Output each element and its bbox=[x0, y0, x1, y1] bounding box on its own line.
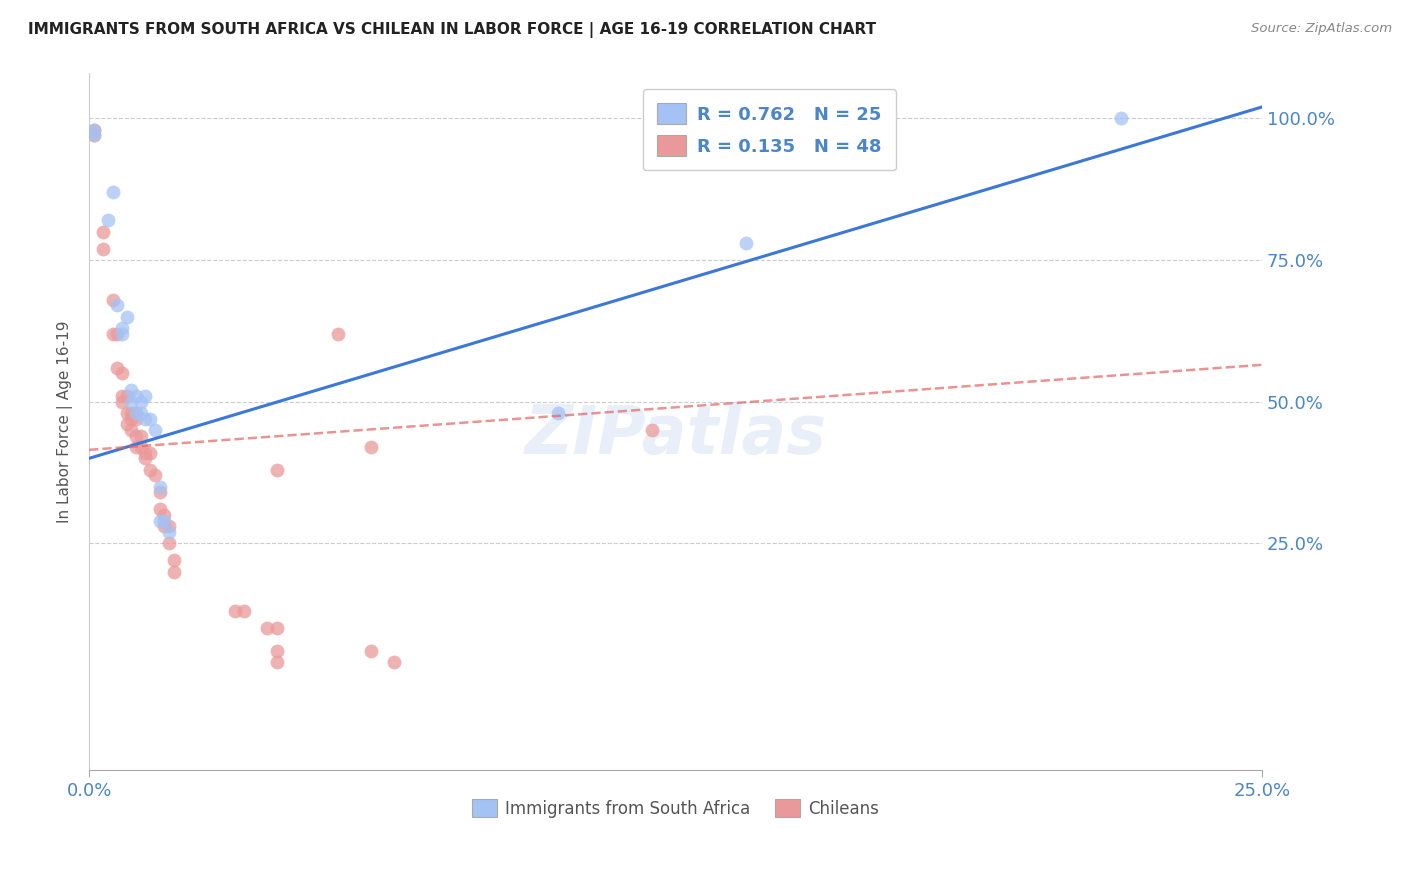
Point bbox=[266, 621, 288, 635]
Point bbox=[91, 225, 114, 239]
Point bbox=[101, 326, 124, 341]
Point bbox=[101, 293, 124, 307]
Point bbox=[83, 128, 105, 143]
Point bbox=[125, 440, 148, 454]
Point bbox=[120, 384, 142, 398]
Point bbox=[157, 519, 180, 533]
Point bbox=[120, 406, 142, 420]
Point bbox=[153, 508, 176, 522]
Point bbox=[111, 367, 134, 381]
Point bbox=[134, 411, 156, 425]
Point bbox=[139, 463, 162, 477]
Point bbox=[125, 406, 148, 420]
Y-axis label: In Labor Force | Age 16-19: In Labor Force | Age 16-19 bbox=[58, 320, 73, 523]
Point bbox=[735, 235, 758, 250]
Point bbox=[233, 604, 256, 618]
Point bbox=[360, 440, 382, 454]
Point bbox=[111, 326, 134, 341]
Point bbox=[266, 656, 288, 670]
Point bbox=[266, 644, 288, 658]
Point bbox=[148, 502, 170, 516]
Point bbox=[148, 485, 170, 500]
Point bbox=[125, 428, 148, 442]
Point bbox=[641, 423, 664, 437]
Point bbox=[125, 389, 148, 403]
Point bbox=[148, 480, 170, 494]
Point bbox=[129, 394, 152, 409]
Point bbox=[111, 389, 134, 403]
Text: Source: ZipAtlas.com: Source: ZipAtlas.com bbox=[1251, 22, 1392, 36]
Point bbox=[148, 514, 170, 528]
Point bbox=[382, 656, 405, 670]
Point bbox=[129, 406, 152, 420]
Text: ZIPatlas: ZIPatlas bbox=[524, 402, 827, 468]
Point bbox=[115, 417, 138, 432]
Point bbox=[139, 411, 162, 425]
Point bbox=[111, 394, 134, 409]
Point bbox=[83, 122, 105, 136]
Point bbox=[115, 406, 138, 420]
Text: IMMIGRANTS FROM SOUTH AFRICA VS CHILEAN IN LABOR FORCE | AGE 16-19 CORRELATION C: IMMIGRANTS FROM SOUTH AFRICA VS CHILEAN … bbox=[28, 22, 876, 38]
Legend: Immigrants from South Africa, Chileans: Immigrants from South Africa, Chileans bbox=[465, 792, 886, 824]
Point bbox=[125, 411, 148, 425]
Point bbox=[115, 389, 138, 403]
Point bbox=[360, 644, 382, 658]
Point bbox=[153, 514, 176, 528]
Point bbox=[326, 326, 349, 341]
Point bbox=[153, 519, 176, 533]
Point bbox=[134, 451, 156, 466]
Point bbox=[143, 468, 166, 483]
Point bbox=[157, 536, 180, 550]
Point bbox=[101, 185, 124, 199]
Point bbox=[129, 440, 152, 454]
Point bbox=[143, 423, 166, 437]
Point bbox=[91, 242, 114, 256]
Point bbox=[83, 128, 105, 143]
Point bbox=[224, 604, 246, 618]
Point bbox=[139, 445, 162, 459]
Point bbox=[105, 298, 128, 312]
Point bbox=[256, 621, 278, 635]
Point bbox=[120, 423, 142, 437]
Point bbox=[129, 428, 152, 442]
Point bbox=[115, 310, 138, 324]
Point bbox=[547, 406, 569, 420]
Point bbox=[125, 406, 148, 420]
Point bbox=[105, 360, 128, 375]
Point bbox=[134, 389, 156, 403]
Point bbox=[134, 445, 156, 459]
Point bbox=[97, 213, 120, 227]
Point bbox=[120, 411, 142, 425]
Point bbox=[162, 553, 184, 567]
Point bbox=[111, 321, 134, 335]
Point bbox=[105, 326, 128, 341]
Point bbox=[83, 122, 105, 136]
Point bbox=[120, 394, 142, 409]
Point bbox=[157, 524, 180, 539]
Point bbox=[1109, 112, 1132, 126]
Point bbox=[162, 565, 184, 579]
Point bbox=[266, 463, 288, 477]
